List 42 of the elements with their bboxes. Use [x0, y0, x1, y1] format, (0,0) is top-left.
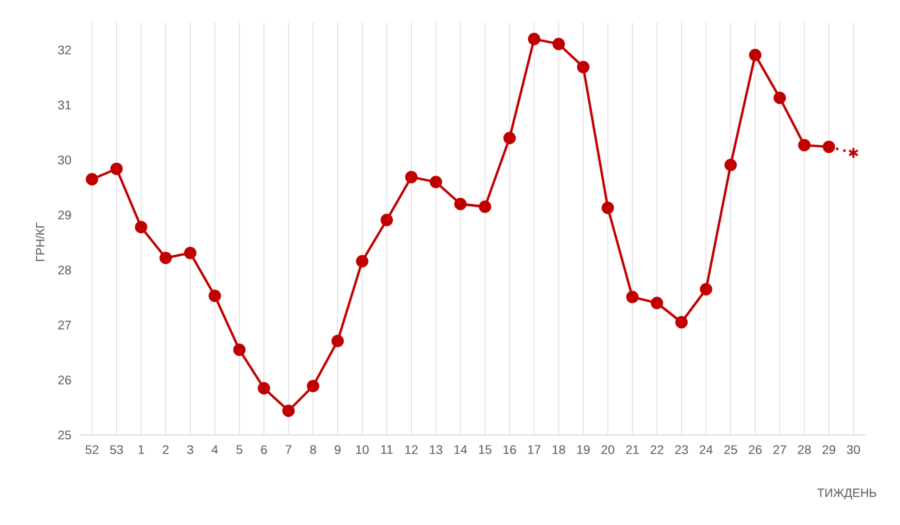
y-tick-label: 32 [58, 46, 71, 54]
x-tick-label: 9 [334, 445, 341, 454]
x-tick-label: 53 [110, 445, 123, 454]
x-tick-label: 2 [162, 445, 169, 454]
y-tick-label: 27 [58, 320, 71, 330]
y-tick-label: 26 [58, 376, 71, 384]
y-tick-label: 28 [58, 266, 71, 274]
y-tick-label: 29 [58, 210, 71, 220]
x-tick-label: 7 [286, 445, 292, 454]
x-tick-label: 12 [405, 445, 418, 454]
x-tick-label: 27 [773, 445, 786, 454]
x-tick-label: 28 [798, 445, 811, 454]
x-tick-label: 17 [528, 445, 540, 454]
x-tick-label: 20 [601, 445, 614, 454]
x-tick-label: 4 [212, 445, 218, 454]
x-tick-label: 13 [430, 445, 442, 454]
y-tick-label: 31 [58, 100, 71, 110]
y-tick-label: 25 [58, 430, 71, 440]
x-tick-label: 18 [552, 445, 566, 454]
x-tick-label: 1 [138, 445, 144, 454]
x-tick-label: 5 [236, 445, 242, 454]
x-tick-label: 24 [700, 445, 713, 454]
x-tick-label: 10 [356, 445, 369, 454]
x-tick-label: 22 [650, 445, 664, 454]
x-tick-label: 16 [504, 445, 516, 454]
x-tick-label: 29 [822, 445, 836, 454]
x-tick-label: 21 [626, 445, 639, 454]
x-tick-label: 19 [577, 445, 590, 454]
x-tick-label: 14 [454, 445, 468, 454]
x-tick-label: 25 [724, 445, 738, 454]
x-tick-label: 3 [187, 445, 194, 454]
x-tick-label: 23 [675, 445, 688, 454]
x-tick-label: 26 [748, 445, 762, 454]
y-tick-label: 30 [58, 156, 72, 164]
y-axis-title: ГРН/КГ [36, 222, 44, 262]
x-tick-label: 11 [381, 445, 393, 454]
x-tick-label: 8 [310, 445, 316, 454]
x-tick-label: 52 [86, 445, 98, 454]
x-tick-label: 6 [261, 445, 267, 454]
x-tick-label: 30 [846, 445, 860, 454]
x-axis-title: ТИЖДЕНЬ [817, 488, 876, 500]
x-tick-label: 15 [479, 445, 492, 454]
